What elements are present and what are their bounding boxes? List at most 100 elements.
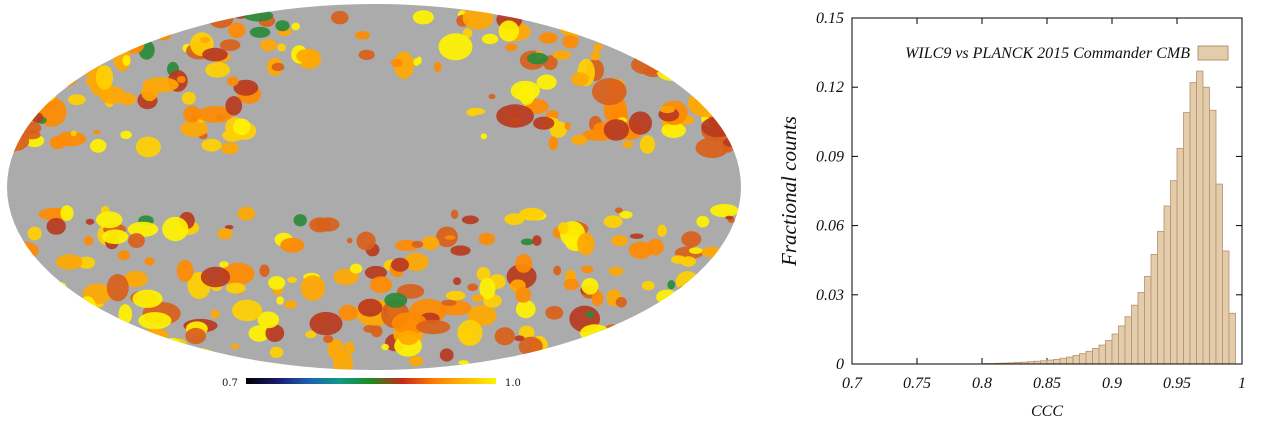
sky-patch bbox=[205, 62, 231, 78]
sky-patch bbox=[354, 31, 371, 40]
sky-patch bbox=[564, 269, 577, 282]
sky-patch bbox=[219, 39, 241, 51]
sky-patch bbox=[7, 242, 26, 261]
sky-patch bbox=[494, 327, 515, 346]
sky-patch bbox=[268, 276, 286, 290]
sky-patch bbox=[629, 315, 660, 343]
histogram-bar bbox=[1124, 316, 1132, 365]
sky-patch bbox=[638, 352, 647, 359]
legend-swatch bbox=[1197, 45, 1229, 61]
sky-patch bbox=[676, 284, 698, 302]
sky-patch bbox=[9, 241, 39, 260]
sky-patch bbox=[14, 315, 27, 324]
sky-patch bbox=[116, 342, 130, 357]
sky-patch bbox=[662, 23, 683, 37]
sky-patch bbox=[384, 292, 408, 308]
sky-patch bbox=[571, 4, 599, 28]
mollweide-sky-map: 0.7 1.0 bbox=[7, 4, 741, 389]
sky-patch bbox=[230, 343, 240, 350]
sky-patch bbox=[161, 342, 175, 349]
sky-patch bbox=[102, 229, 129, 245]
sky-patch bbox=[665, 13, 687, 38]
sky-patch bbox=[467, 305, 497, 326]
sky-patch bbox=[224, 225, 234, 230]
sky-patch bbox=[703, 324, 730, 336]
y-tick-label: 0.12 bbox=[816, 79, 844, 96]
sky-patch bbox=[685, 355, 702, 370]
sky-patch bbox=[701, 246, 722, 258]
sky-patch bbox=[604, 340, 618, 351]
sky-patch bbox=[265, 324, 285, 343]
sky-patch bbox=[300, 275, 326, 301]
histogram-bar bbox=[1163, 205, 1171, 365]
sky-patch bbox=[666, 314, 690, 337]
x-tick-labels: 0.7 0.75 0.8 0.85 0.9 0.95 1 bbox=[842, 375, 1246, 392]
sky-patch bbox=[467, 283, 479, 292]
sky-patch bbox=[548, 136, 559, 151]
histogram-bar bbox=[1131, 304, 1139, 365]
sky-patch bbox=[545, 306, 564, 320]
sky-patch bbox=[394, 51, 415, 79]
sky-patch bbox=[47, 28, 81, 53]
histogram-bar bbox=[1209, 109, 1217, 365]
sky-patch bbox=[462, 6, 494, 30]
sky-patch bbox=[181, 352, 193, 362]
sky-patch bbox=[592, 78, 627, 106]
histogram-bar bbox=[1170, 180, 1178, 365]
sky-patch bbox=[176, 259, 194, 282]
sky-patch bbox=[629, 233, 644, 239]
y-tick-label: 0.09 bbox=[816, 148, 844, 165]
sky-patch bbox=[189, 358, 201, 364]
sky-patch bbox=[725, 215, 734, 220]
histogram-bar bbox=[1157, 230, 1165, 365]
sky-patch bbox=[237, 206, 256, 221]
legend-label: WILC9 vs PLANCK 2015 Commander CMB bbox=[905, 45, 1190, 62]
sky-patch bbox=[309, 217, 331, 233]
sky-patch bbox=[7, 32, 29, 51]
sky-patch bbox=[296, 49, 318, 64]
sky-patch bbox=[50, 284, 65, 292]
sky-patch bbox=[590, 50, 601, 61]
sky-patch bbox=[693, 275, 711, 290]
x-tick-label: 0.85 bbox=[1033, 375, 1061, 392]
sky-patch bbox=[110, 22, 120, 28]
sky-patch bbox=[476, 267, 491, 282]
sky-patch bbox=[27, 339, 38, 344]
histogram-bars bbox=[981, 70, 1236, 365]
sky-patch bbox=[144, 257, 155, 266]
sky-patch bbox=[725, 104, 741, 121]
sky-patch bbox=[123, 270, 148, 288]
sky-patch bbox=[232, 299, 263, 322]
sky-patch bbox=[498, 20, 520, 42]
x-tick-label: 0.75 bbox=[903, 375, 931, 392]
sky-patch bbox=[60, 205, 74, 221]
sky-patch bbox=[581, 265, 594, 274]
sky-patch bbox=[132, 289, 163, 308]
sky-patch bbox=[381, 343, 389, 351]
sky-patch bbox=[689, 247, 703, 255]
sky-patch bbox=[724, 333, 734, 342]
sky-patch bbox=[77, 256, 96, 269]
histogram-bar bbox=[1183, 112, 1191, 365]
sky-patch bbox=[628, 241, 653, 259]
sky-patch bbox=[41, 98, 57, 108]
histogram-bar bbox=[1105, 340, 1113, 365]
sky-patch bbox=[184, 347, 216, 364]
sky-patch bbox=[122, 23, 136, 30]
sky-patch bbox=[539, 32, 558, 44]
sky-patch bbox=[226, 76, 239, 87]
sky-patch bbox=[121, 25, 129, 32]
sky-patch bbox=[7, 28, 19, 45]
sky-patch bbox=[98, 53, 110, 61]
sky-patch bbox=[54, 62, 66, 71]
sky-patch bbox=[391, 257, 409, 272]
sky-patch bbox=[515, 287, 532, 303]
plot-frame bbox=[851, 17, 1243, 365]
sky-patch bbox=[287, 276, 297, 283]
histogram-bar bbox=[1092, 348, 1100, 365]
sky-patch bbox=[77, 354, 96, 364]
sky-patch bbox=[90, 139, 107, 153]
sky-patch bbox=[123, 4, 146, 29]
colorbar bbox=[246, 378, 496, 384]
y-tick-label: 0.15 bbox=[816, 10, 844, 27]
